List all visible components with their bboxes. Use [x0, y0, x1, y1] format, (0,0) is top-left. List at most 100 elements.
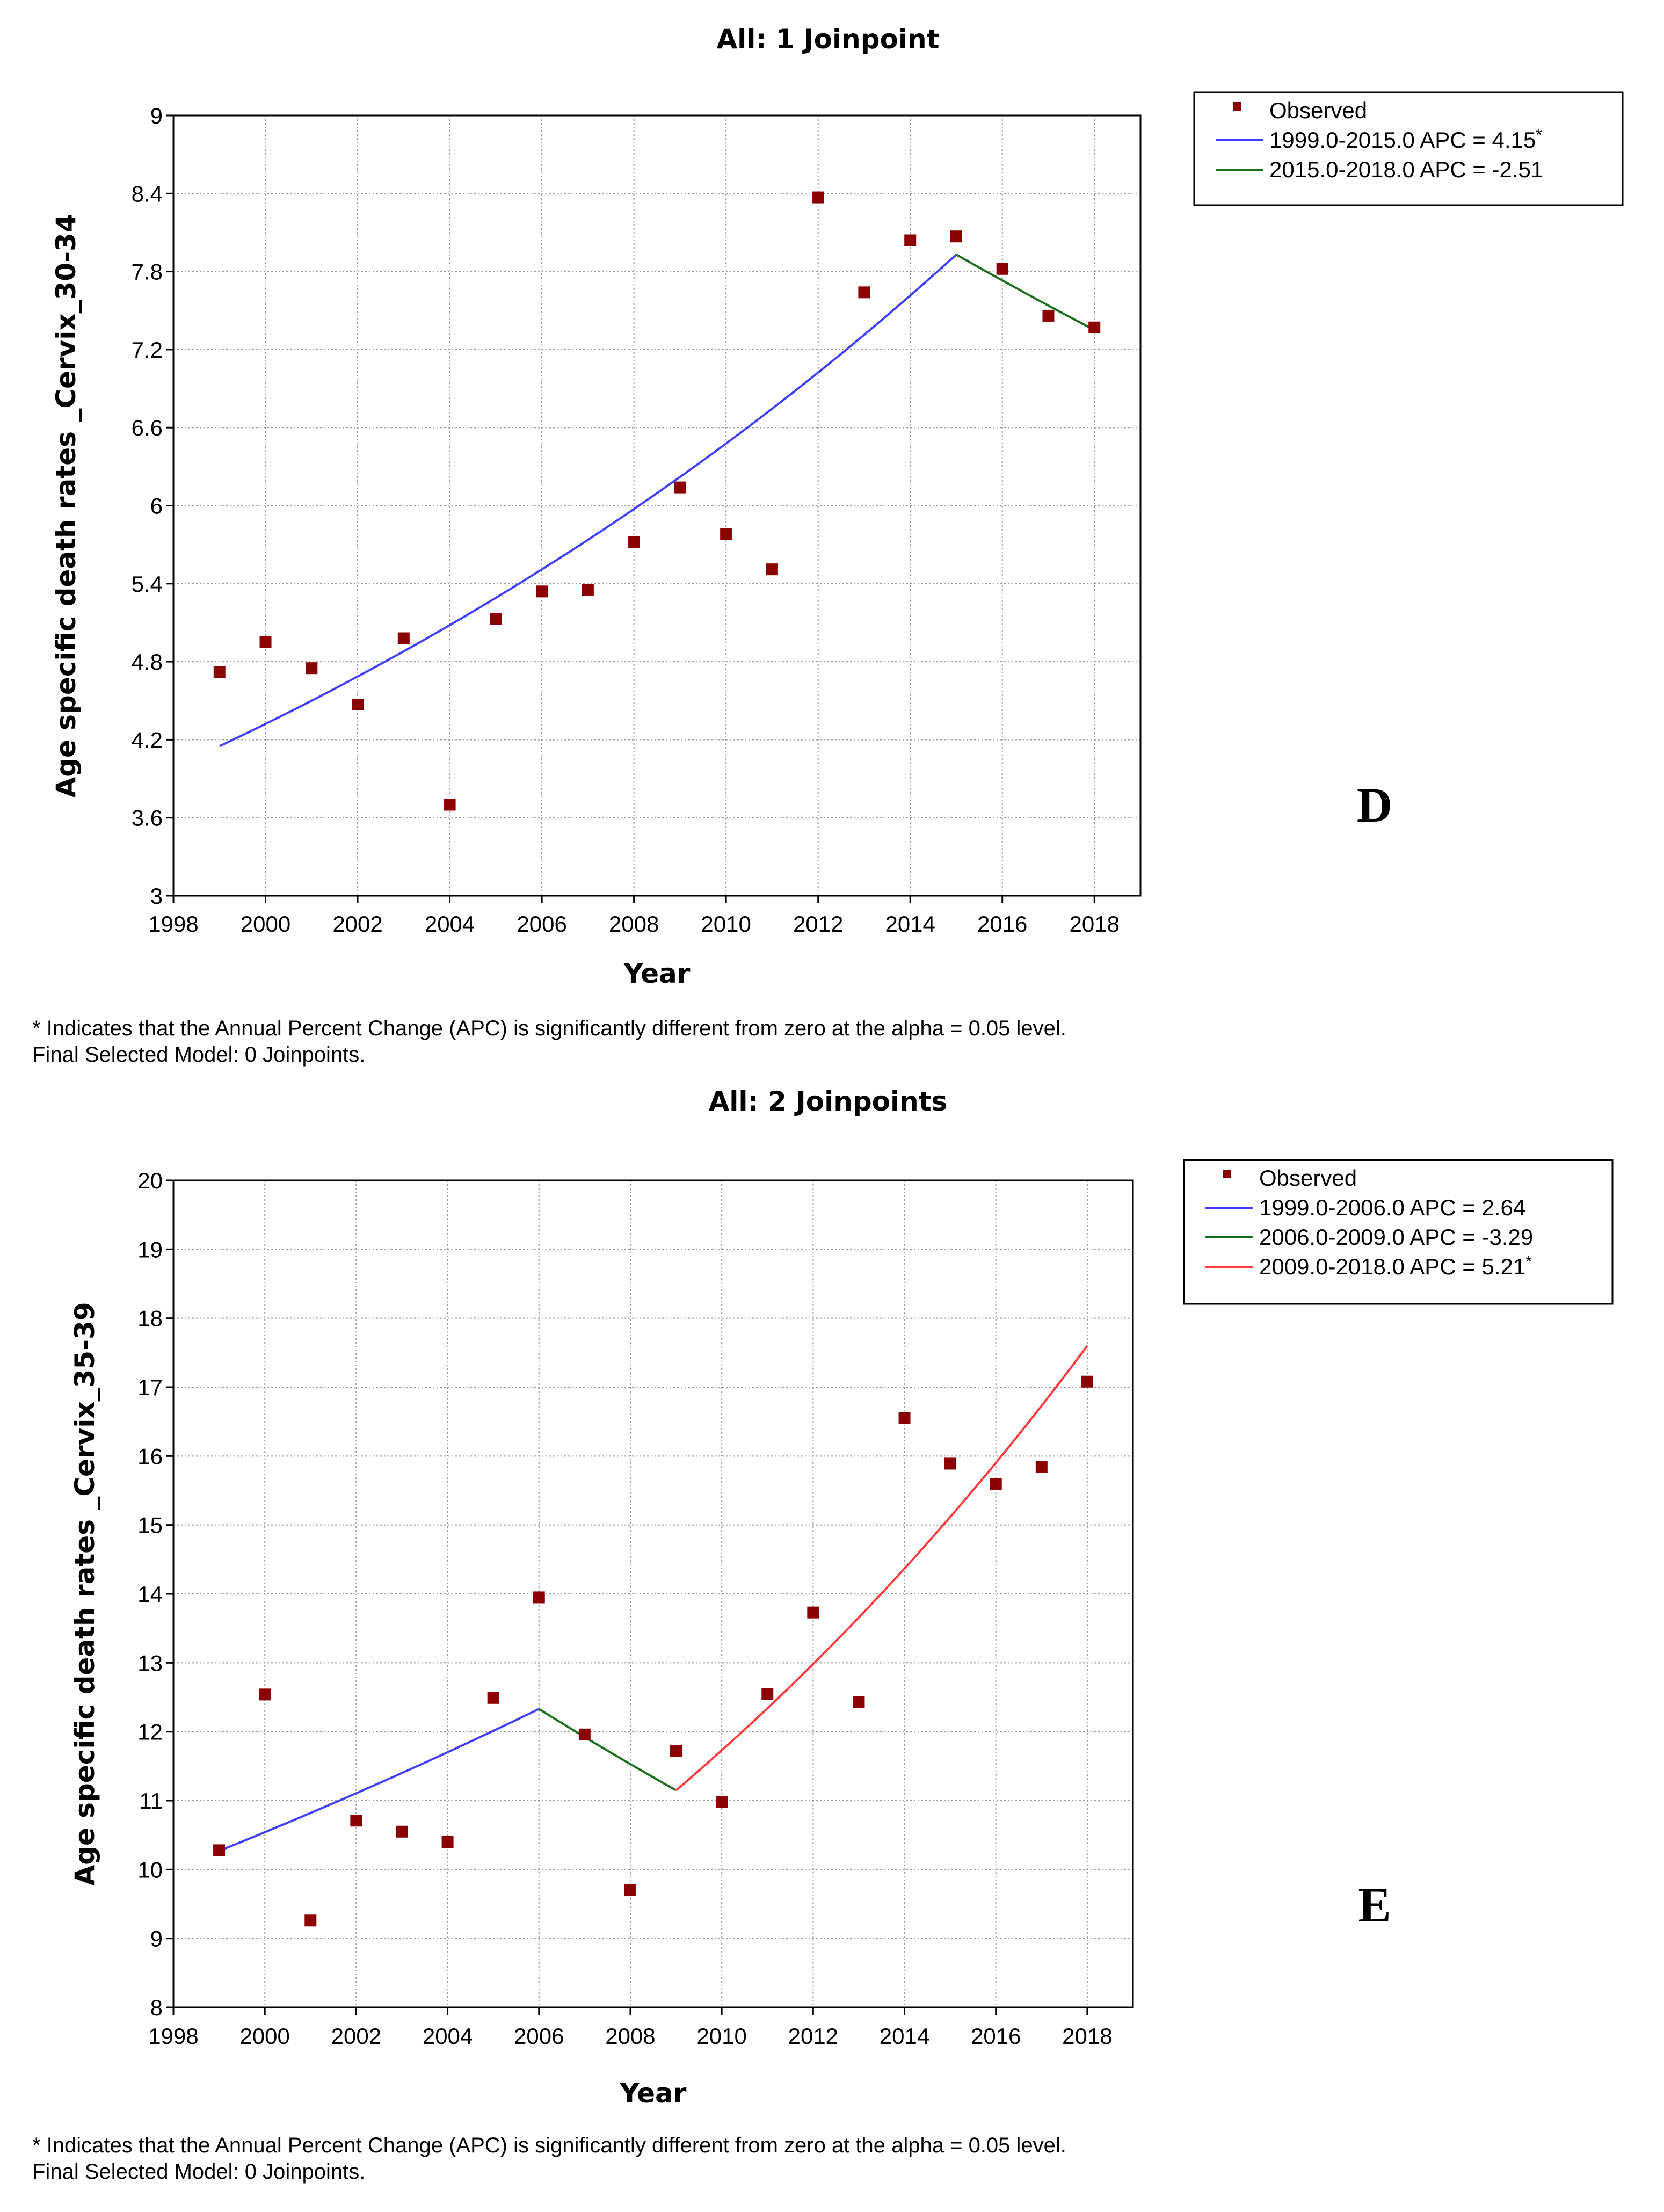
y-tick-label: 17 [137, 1375, 163, 1400]
observed-point [670, 1745, 682, 1757]
y-tick-label: 8 [150, 1995, 163, 2020]
x-tick-label: 2002 [331, 2024, 381, 2049]
fit-line-segment-3 [675, 1345, 1088, 1792]
legend: Observed 1999.0-2015.0 APC = 4.15* 2015.0-… [1193, 91, 1624, 206]
footnote-final-model: Final Selected Model: 0 Joinpoints. [32, 2160, 365, 2184]
x-tick-label: 2008 [605, 2024, 655, 2049]
x-tick-label: 2012 [788, 2024, 838, 2049]
y-tick-label: 8.4 [132, 181, 163, 206]
legend-segment-label: 1999.0-2015.0 APC = 4.15* [1269, 126, 1542, 153]
y-tick-label: 19 [137, 1237, 163, 1262]
x-tick-label: 2016 [971, 2024, 1021, 2049]
y-tick-label: 14 [137, 1582, 163, 1607]
fit-line-segment-1 [219, 1708, 540, 1852]
observed-point [812, 191, 824, 204]
y-tick-label: 4.2 [132, 727, 163, 752]
y-tick-label: 7.2 [132, 337, 163, 362]
observed-point [1042, 309, 1055, 322]
observed-point [441, 1836, 454, 1848]
y-tick-label: 3 [150, 883, 163, 909]
legend-segment-label: 2009.0-2018.0 APC = 5.21* [1259, 1253, 1532, 1279]
observed-point [213, 1844, 226, 1856]
x-tick-label: 1998 [148, 911, 198, 937]
y-tick-label: 6.6 [132, 415, 163, 440]
y-tick-label: 7.8 [132, 259, 163, 285]
x-tick-label: 2010 [696, 2024, 746, 2049]
observed-point [853, 1696, 865, 1708]
observed-point [990, 1478, 1002, 1490]
chart-title: All: 1 Joinpoint [716, 24, 939, 55]
observed-point [624, 1884, 636, 1896]
y-tick-label: 5.4 [132, 571, 163, 597]
legend-equals: = [1466, 127, 1492, 153]
y-tick-label: 10 [137, 1857, 163, 1882]
observed-point [716, 1796, 728, 1808]
observed-point [904, 234, 917, 246]
legend-segment-range: 1999.0-2006.0 APC [1259, 1195, 1456, 1220]
panel-label: E [1358, 1877, 1391, 1932]
y-tick-label: 6 [150, 494, 163, 519]
x-tick-label: 2008 [609, 911, 659, 937]
x-tick-label: 2014 [885, 911, 935, 937]
legend-segment-label: 2015.0-2018.0 APC = -2.51 [1269, 157, 1543, 182]
legend-observed-label: Observed [1259, 1165, 1357, 1191]
observed-point [487, 1692, 499, 1704]
observed-point [628, 536, 640, 548]
legend-segment-apc: -3.29 [1482, 1224, 1534, 1250]
observed-point [350, 1815, 362, 1827]
legend-segment-range: 1999.0-2015.0 APC [1269, 127, 1466, 153]
legend-equals: = [1456, 1254, 1482, 1279]
y-tick-label: 12 [137, 1720, 163, 1745]
observed-point [259, 636, 272, 648]
observed-point [1088, 321, 1101, 333]
legend-box [1183, 1159, 1614, 1305]
x-tick-label: 2006 [514, 2024, 564, 2049]
x-tick-label: 2004 [425, 911, 475, 937]
plot-frame [172, 114, 1142, 897]
x-tick-label: 2006 [517, 911, 566, 937]
legend-observed-label: Observed [1269, 98, 1367, 123]
y-tick-label: 18 [137, 1306, 163, 1331]
x-tick-label: 2018 [1062, 2024, 1112, 2049]
footnote-final-model: Final Selected Model: 0 Joinpoints. [32, 1043, 365, 1067]
observed-point [397, 632, 410, 644]
legend-segment-range: 2009.0-2018.0 APC [1259, 1254, 1456, 1279]
observed-point [996, 263, 1008, 275]
legend-equals: = [1466, 157, 1492, 182]
observed-point [396, 1825, 408, 1838]
legend: Observed 1999.0-2006.0 APC = 2.64 2006.0-2… [1183, 1159, 1614, 1305]
x-tick-label: 2018 [1070, 911, 1120, 937]
legend-segment-apc: -2.51 [1492, 157, 1544, 182]
y-axis-title: Age specific death rates _Cervix_35-39 [69, 1302, 100, 1885]
observed-point [1081, 1375, 1093, 1388]
observed-point [674, 481, 686, 494]
legend-segment-label: 2006.0-2009.0 APC = -3.29 [1259, 1224, 1533, 1250]
x-tick-label: 2012 [793, 911, 843, 937]
chart-title: All: 2 Joinpoints [709, 1086, 948, 1117]
x-tick-label: 1998 [148, 2024, 198, 2049]
fit-line-segment-2 [538, 1708, 677, 1792]
observed-point [259, 1688, 271, 1701]
significance-asterisk: * [1525, 1253, 1532, 1271]
observed-point [807, 1606, 819, 1619]
legend-observed-marker [1233, 102, 1241, 111]
legend-segment-apc: 5.21 [1482, 1254, 1526, 1279]
observed-point [304, 1914, 317, 1927]
legend-equals: = [1456, 1224, 1482, 1250]
y-tick-label: 15 [137, 1513, 163, 1538]
x-tick-label: 2004 [423, 2024, 473, 2049]
chart-panel-e: All: 2 Joinpoints 8 9 10 11 12 13 14 15 16 17 18 19 2… [32, 1086, 1614, 2184]
observed-point [898, 1412, 911, 1424]
y-tick-label: 16 [137, 1444, 163, 1469]
observed-point [720, 528, 732, 540]
legend-segment-apc: 4.15 [1492, 127, 1536, 153]
observed-point [578, 1728, 591, 1740]
observed-point [858, 286, 870, 299]
observed-point [766, 563, 778, 576]
observed-point [352, 699, 364, 711]
observed-point [444, 799, 456, 811]
legend-segment-apc: 2.64 [1482, 1195, 1526, 1220]
x-tick-label: 2016 [977, 911, 1027, 937]
observed-point [944, 1457, 956, 1470]
